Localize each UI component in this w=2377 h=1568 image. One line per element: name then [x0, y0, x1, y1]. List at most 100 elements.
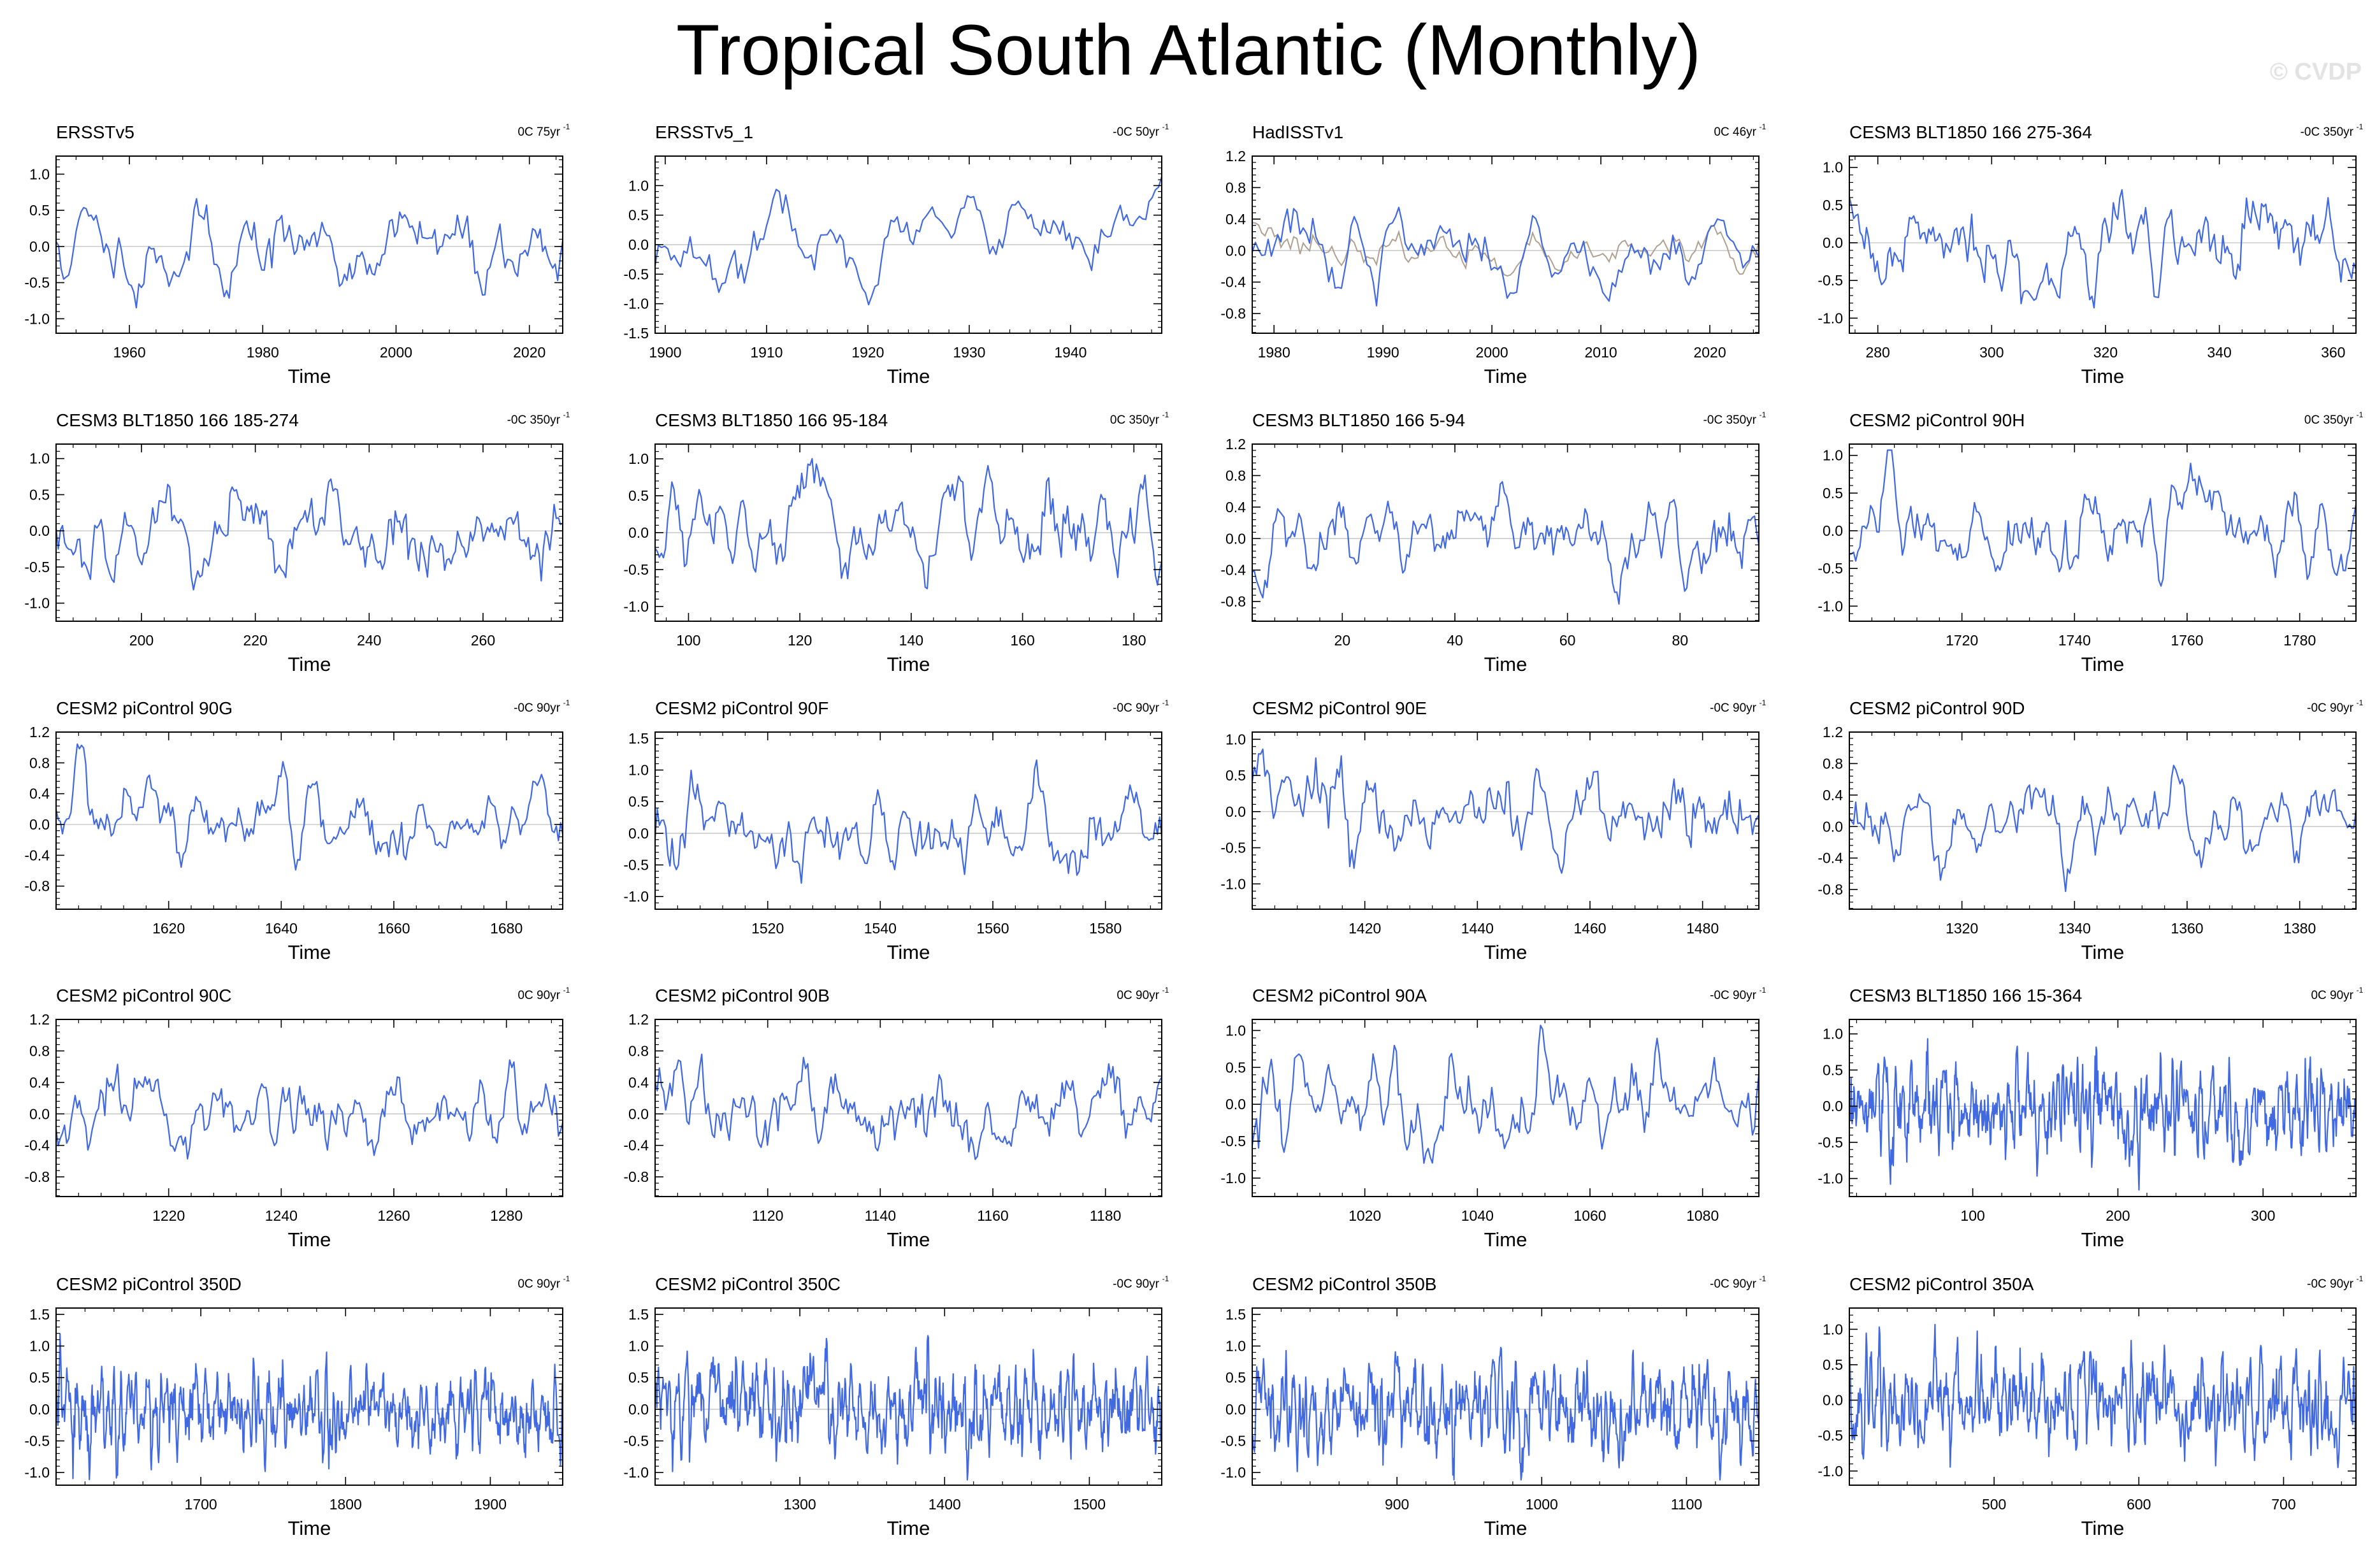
x-tick-label: 1420: [1348, 920, 1381, 937]
y-tick-label: 0.0: [1225, 1401, 1246, 1418]
trend-exponent: -1: [563, 1274, 570, 1283]
chart-panel: HadISSTv1 0C 46yr -1 -0.8 -0.4 0.0 0.4 0.8 1.2 19…: [1220, 122, 1766, 387]
series-line: [55, 478, 563, 591]
x-tick-label: 60: [1559, 632, 1576, 649]
chart-panel: CESM2 piControl 350D 0C 90yr -1 -1.0 -0.5 0.0…: [24, 1274, 570, 1539]
x-tick-label: 1910: [750, 344, 783, 361]
trend-exponent: -1: [1162, 698, 1169, 707]
trend-exponent: -1: [563, 410, 570, 419]
y-tick-label: 0.5: [1823, 485, 1843, 501]
y-tick-label: 1.2: [628, 1011, 649, 1028]
trend-exponent: -1: [1162, 1274, 1169, 1283]
x-tick-label: 1900: [649, 344, 681, 361]
x-tick-label: 1930: [953, 344, 985, 361]
panel-title: CESM2 piControl 350D: [56, 1274, 242, 1294]
trend-label: 0C 90yr: [517, 989, 560, 1002]
trend-label: -0C 90yr: [1113, 701, 1160, 715]
x-tick-label: 1080: [1686, 1207, 1719, 1224]
trend-label: -0C 90yr: [1710, 701, 1757, 715]
y-tick-label: -0.5: [24, 1433, 50, 1449]
series-line: [654, 176, 1163, 306]
y-tick-label: -0.5: [1817, 272, 1843, 289]
chart-panel: ERSSTv5 0C 75yr -1 -1.0 -0.5 0.0 0.5 1.0 1960 198…: [24, 122, 570, 387]
x-tick-label: 1380: [2283, 920, 2316, 937]
y-tick-label: 0.5: [1823, 197, 1843, 213]
x-tick-label: 700: [2271, 1496, 2295, 1513]
x-tick-label: 140: [899, 632, 923, 649]
series-line: [1849, 765, 2357, 893]
x-tick-label: 1060: [1573, 1207, 1606, 1224]
x-axis-label: Time: [288, 941, 331, 963]
x-tick-label: 200: [129, 632, 154, 649]
x-tick-label: 280: [1865, 344, 1889, 361]
trend-exponent: -1: [2357, 410, 2364, 419]
panel-title: CESM2 piControl 90D: [1849, 698, 2025, 718]
panel-title: HadISSTv1: [1252, 122, 1343, 142]
x-tick-label: 900: [1385, 1496, 1409, 1513]
x-tick-label: 320: [2093, 344, 2118, 361]
y-tick-label: 0.0: [628, 1401, 649, 1418]
chart-panel: CESM3 BLT1850 166 15-364 0C 90yr -1 -1.0 -0.…: [1817, 986, 2363, 1251]
panel-title: CESM3 BLT1850 166 275-364: [1849, 122, 2092, 142]
y-tick-label: 0.0: [29, 522, 50, 539]
y-tick-label: 0.4: [29, 786, 50, 802]
y-tick-label: 1.0: [1823, 1321, 1843, 1337]
trend-label: -0C 90yr: [2307, 701, 2354, 715]
panel-title: CESM2 piControl 90C: [56, 986, 231, 1005]
y-tick-label: -0.8: [623, 1169, 649, 1185]
y-tick-label: -0.5: [1817, 1134, 1843, 1151]
x-tick-label: 100: [676, 632, 700, 649]
y-tick-label: -0.4: [1220, 562, 1246, 579]
y-tick-label: -0.5: [623, 1433, 649, 1449]
chart-panel: CESM2 piControl 90D -0C 90yr -1 -0.8 -0.4 0.0…: [1817, 698, 2363, 963]
x-tick-label: 1990: [1367, 344, 1399, 361]
trend-label: -0C 350yr: [2301, 126, 2354, 139]
series-line: [1251, 748, 1759, 874]
x-tick-label: 1680: [490, 920, 523, 937]
panel-title: CESM3 BLT1850 166 15-364: [1849, 986, 2082, 1005]
y-tick-label: 0.5: [628, 1369, 649, 1386]
x-tick-label: 1980: [1258, 344, 1290, 361]
x-axis-label: Time: [1484, 1228, 1528, 1251]
x-tick-label: 220: [243, 632, 267, 649]
panel-title: CESM2 piControl 90G: [56, 698, 233, 718]
trend-label: -0C 90yr: [1113, 1277, 1160, 1291]
series-line: [55, 743, 564, 871]
trend-exponent: -1: [2357, 698, 2364, 707]
y-tick-label: 0.0: [29, 816, 50, 833]
y-tick-label: 0.5: [29, 202, 50, 219]
y-tick-label: -0.5: [1817, 560, 1843, 577]
y-tick-label: -0.4: [623, 1137, 649, 1154]
chart-panel: CESM2 piControl 350B -0C 90yr -1 -1.0 -0.5 0.…: [1220, 1274, 1766, 1539]
trend-exponent: -1: [2357, 122, 2364, 131]
y-tick-label: 0.0: [628, 236, 649, 253]
x-tick-label: 1560: [976, 920, 1009, 937]
trend-exponent: -1: [563, 986, 570, 995]
x-tick-label: 1500: [1073, 1496, 1106, 1513]
panel-title: CESM3 BLT1850 166 95-184: [655, 410, 888, 430]
plot-frame: [1849, 155, 2357, 334]
y-tick-label: -0.8: [1817, 881, 1843, 898]
series-line: [1252, 481, 1760, 605]
chart-panel: CESM2 piControl 350C -0C 90yr -1 -1.0 -0.5 0.…: [623, 1274, 1169, 1539]
plot-frame: [1849, 1307, 2357, 1486]
trend-label: -0C 350yr: [1703, 414, 1757, 427]
x-axis-label: Time: [1484, 1517, 1528, 1539]
y-tick-label: 1.0: [1225, 731, 1246, 747]
panel-title: CESM2 piControl 90B: [655, 986, 830, 1005]
y-tick-label: 0.0: [628, 1105, 649, 1122]
x-axis-label: Time: [2081, 365, 2125, 387]
x-tick-label: 1700: [185, 1496, 217, 1513]
x-tick-label: 1220: [152, 1207, 185, 1224]
chart-panel: CESM2 piControl 90C 0C 90yr -1 -0.8 -0.4 0.0 0…: [24, 986, 570, 1251]
trend-exponent: -1: [563, 122, 570, 131]
y-tick-label: -0.4: [24, 847, 50, 863]
x-tick-label: 1000: [1526, 1496, 1558, 1513]
y-tick-label: 0.4: [1225, 211, 1246, 227]
y-tick-label: -0.5: [623, 857, 649, 874]
y-tick-label: -1.0: [623, 1464, 649, 1481]
x-axis-label: Time: [887, 1228, 930, 1251]
y-tick-label: 1.0: [1823, 1026, 1843, 1042]
series-line: [1848, 1038, 2357, 1191]
x-tick-label: 1520: [751, 920, 784, 937]
